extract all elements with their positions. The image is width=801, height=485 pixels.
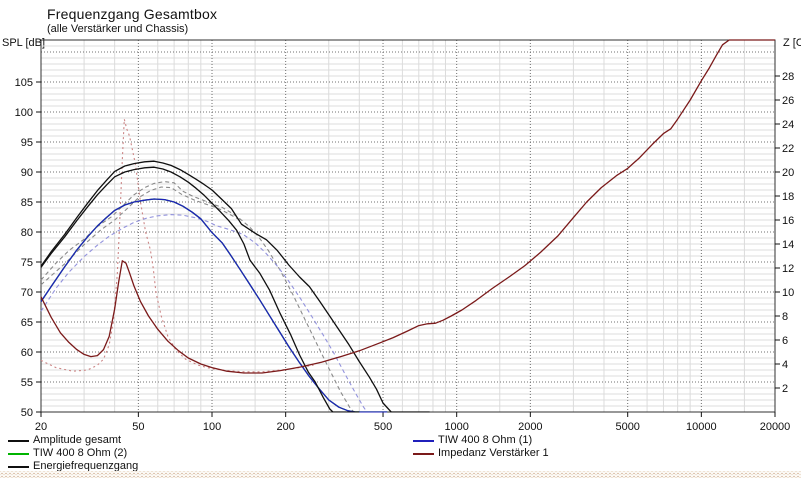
svg-text:100: 100 xyxy=(15,107,33,119)
svg-text:200: 200 xyxy=(276,421,294,433)
svg-text:95: 95 xyxy=(21,137,33,149)
legend-line-icon xyxy=(8,440,29,442)
svg-text:500: 500 xyxy=(374,421,392,433)
chart-title: Frequenzgang Gesamtbox xyxy=(47,6,218,22)
y-axis-left-label: SPL [dB] xyxy=(2,37,46,49)
svg-text:26: 26 xyxy=(782,95,794,107)
svg-text:70: 70 xyxy=(21,287,33,299)
svg-text:2: 2 xyxy=(782,383,788,395)
legend-line-icon xyxy=(8,453,29,455)
svg-text:50: 50 xyxy=(21,407,33,419)
svg-text:65: 65 xyxy=(21,317,33,329)
window-texture-strip xyxy=(0,471,801,478)
svg-text:12: 12 xyxy=(782,263,794,275)
svg-text:8: 8 xyxy=(782,311,788,323)
legend-label: TIW 400 8 Ohm (2) xyxy=(33,447,128,459)
svg-text:18: 18 xyxy=(782,191,794,203)
chart-subtitle: (alle Verstärker und Chassis) xyxy=(47,23,189,35)
svg-text:6: 6 xyxy=(782,335,788,347)
svg-text:20000: 20000 xyxy=(760,421,791,433)
legend-line-icon xyxy=(413,453,434,455)
svg-text:10000: 10000 xyxy=(686,421,717,433)
svg-text:75: 75 xyxy=(21,257,33,269)
svg-text:55: 55 xyxy=(21,377,33,389)
legend-label: TIW 400 8 Ohm (1) xyxy=(438,434,533,446)
svg-text:22: 22 xyxy=(782,143,794,155)
svg-text:14: 14 xyxy=(782,239,794,251)
svg-text:60: 60 xyxy=(21,347,33,359)
svg-text:24: 24 xyxy=(782,119,794,131)
svg-text:16: 16 xyxy=(782,215,794,227)
svg-text:1000: 1000 xyxy=(444,421,468,433)
svg-text:85: 85 xyxy=(21,197,33,209)
svg-text:4: 4 xyxy=(782,359,788,371)
svg-text:80: 80 xyxy=(21,227,33,239)
svg-text:90: 90 xyxy=(21,167,33,179)
svg-text:10: 10 xyxy=(782,287,794,299)
y-axis-right-label: Z [O xyxy=(783,37,801,49)
svg-text:28: 28 xyxy=(782,71,794,83)
legend-label: Impedanz Verstärker 1 xyxy=(438,447,549,459)
svg-text:5000: 5000 xyxy=(615,421,639,433)
svg-text:20: 20 xyxy=(782,167,794,179)
legend-line-icon xyxy=(413,440,434,442)
svg-text:20: 20 xyxy=(35,421,47,433)
legend-label: Amplitude gesamt xyxy=(33,434,122,446)
svg-text:50: 50 xyxy=(132,421,144,433)
legend-line-icon xyxy=(8,466,29,468)
svg-text:2000: 2000 xyxy=(518,421,542,433)
svg-text:105: 105 xyxy=(15,77,33,89)
svg-text:100: 100 xyxy=(203,421,221,433)
legend-label: Energiefrequenzgang xyxy=(33,460,139,472)
